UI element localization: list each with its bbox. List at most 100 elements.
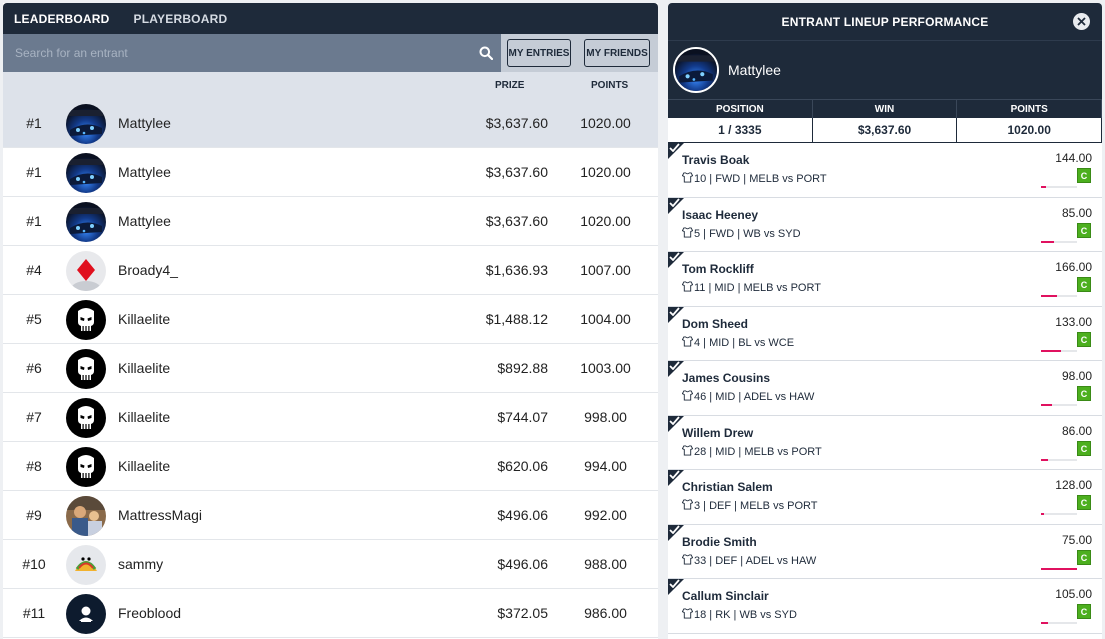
score-progress-fill — [1041, 349, 1061, 352]
entry-prize: $496.06 — [497, 507, 548, 523]
check-icon — [668, 524, 684, 541]
panel-title: ENTRANT LINEUP PERFORMANCE — [781, 14, 989, 29]
player-info: 5 | FWD | WB vs SYD — [681, 226, 801, 241]
entrant-name: Killaelite — [118, 458, 171, 474]
entry-points: 998.00 — [584, 409, 627, 425]
player-name: Brodie Smith — [682, 534, 757, 549]
avatar — [66, 447, 106, 487]
player-list: Travis Boak 10 | FWD | MELB vs PORT 144.00… — [668, 143, 1102, 634]
my-friends-button[interactable]: MY FRIENDS — [584, 39, 650, 67]
player-name: Christian Salem — [682, 480, 773, 494]
player-row[interactable]: Brodie Smith 33 | DEF | ADEL vs HAW 75.00 C — [668, 524, 1102, 579]
score-progress-bar — [1041, 513, 1077, 515]
entry-prize: $3,637.60 — [485, 115, 548, 131]
player-row[interactable]: Christian Salem 3 | DEF | MELB vs PORT 128… — [668, 470, 1102, 525]
player-row[interactable]: Isaac Heeney 5 | FWD | WB vs SYD 85.00 C — [668, 197, 1102, 252]
entry-prize: $496.06 — [497, 556, 548, 572]
player-details: 4 | MID | BL vs WCE — [694, 336, 795, 349]
entrant-name: Killaelite — [118, 360, 171, 376]
player-info: 33 | DEF | ADEL vs HAW — [681, 553, 816, 568]
search-input[interactable] — [3, 34, 471, 72]
player-row[interactable]: Tom Rockliff 11 | MID | MELB vs PORT 166.0… — [668, 252, 1102, 307]
player-details: 28 | MID | MELB vs PORT — [694, 445, 822, 458]
player-points: 166.00 — [1055, 260, 1092, 274]
jersey-icon — [681, 553, 694, 568]
points-label: POINTS — [957, 100, 1102, 118]
player-name: Willem Drew — [682, 425, 754, 440]
avatar — [66, 398, 106, 438]
leaderboard-row[interactable]: #6 Killaelite $892.88 1003.00 — [3, 344, 658, 393]
player-row[interactable]: Willem Drew 28 | MID | MELB vs PORT 86.00 C — [668, 415, 1102, 470]
score-progress-fill — [1041, 404, 1052, 406]
player-row[interactable]: Callum Sinclair 18 | RK | WB vs SYD 105.00… — [668, 579, 1102, 634]
score-progress-fill — [1041, 513, 1044, 515]
score-progress-bar — [1041, 186, 1077, 188]
captain-badge: C — [1077, 168, 1091, 183]
player-name: Travis Boak — [682, 153, 750, 167]
player-row[interactable]: Travis Boak 10 | FWD | MELB vs PORT 144.00… — [668, 143, 1102, 198]
search-icon[interactable] — [471, 34, 501, 72]
player-details: 5 | FWD | WB vs SYD — [694, 227, 801, 240]
leaderboard-row[interactable]: #1 Mattylee $3,637.60 1020.00 — [3, 197, 658, 246]
entry-points: 1007.00 — [580, 262, 631, 278]
entry-points: 1003.00 — [580, 360, 631, 376]
entrant-name: Mattylee — [728, 62, 781, 78]
close-icon[interactable] — [1073, 13, 1090, 30]
entrant-name: Mattylee — [118, 115, 171, 131]
leaderboard-row[interactable]: #9 MattressMagi $496.06 992.00 — [3, 491, 658, 540]
jersey-icon — [681, 444, 694, 459]
lineup-panel: ENTRANT LINEUP PERFORMANCE Mattylee POSI… — [668, 3, 1102, 639]
score-progress-fill — [1041, 295, 1058, 297]
entry-rank: #10 — [22, 556, 46, 572]
leaderboard-row[interactable]: #4 Broady4_ $1,636.93 1007.00 — [3, 246, 658, 295]
prize-header: PRIZE — [495, 80, 525, 91]
my-entries-button[interactable]: MY ENTRIES — [507, 39, 571, 67]
tab-playerboard[interactable]: PLAYERBOARD — [133, 11, 228, 26]
player-points: 133.00 — [1055, 314, 1092, 329]
player-info: 46 | MID | ADEL vs HAW — [681, 390, 815, 404]
entry-rank: #11 — [22, 605, 46, 621]
leaderboard-row[interactable]: #11 Freoblood $372.05 986.00 — [3, 589, 658, 638]
jersey-icon — [681, 226, 694, 241]
captain-badge: C — [1077, 549, 1091, 565]
player-info: 18 | RK | WB vs SYD — [681, 608, 797, 622]
avatar — [66, 594, 106, 634]
jersey-icon — [681, 499, 694, 513]
avatar — [66, 153, 106, 193]
entry-prize: $1,636.93 — [485, 262, 548, 278]
score-progress-bar — [1041, 349, 1077, 352]
score-progress-bar — [1041, 295, 1077, 297]
check-icon — [668, 143, 684, 159]
player-points: 128.00 — [1055, 478, 1092, 492]
player-points: 105.00 — [1055, 587, 1092, 601]
leaderboard-row[interactable]: #10 sammy $496.06 988.00 — [3, 540, 658, 589]
player-row[interactable]: Dom Sheed 4 | MID | BL vs WCE 133.00 C — [668, 306, 1102, 361]
player-row[interactable]: James Cousins 46 | MID | ADEL vs HAW 98.00… — [668, 361, 1102, 416]
avatar — [66, 251, 106, 291]
entrant-name: Freoblood — [118, 605, 182, 621]
jersey-icon — [681, 335, 694, 350]
entrant-name: Mattylee — [118, 213, 171, 229]
score-progress-bar — [1041, 404, 1077, 406]
entry-points: 1020.00 — [580, 213, 631, 229]
leaderboard-row[interactable]: #7 Killaelite $744.07 998.00 — [3, 393, 658, 442]
player-points: 86.00 — [1061, 423, 1092, 438]
player-name: Callum Sinclair — [682, 589, 769, 603]
check-icon — [668, 252, 684, 268]
leaderboard-row[interactable]: #1 Mattylee $3,637.60 1020.00 — [3, 99, 658, 148]
player-details: 11 | MID | MELB vs PORT — [694, 282, 821, 294]
player-name: Tom Rockliff — [682, 262, 754, 276]
leaderboard-row[interactable]: #1 Mattylee $3,637.60 1020.00 — [3, 148, 658, 197]
score-progress-fill — [1041, 622, 1049, 624]
entry-points: 986.00 — [584, 605, 627, 621]
leaderboard-row[interactable]: #8 Killaelite $620.06 994.00 — [3, 442, 658, 491]
points-value: 1020.00 — [957, 118, 1102, 142]
tab-leaderboard[interactable]: LEADERBOARD — [14, 11, 110, 26]
entrant-name: sammy — [118, 556, 164, 572]
player-name: Isaac Heeney — [682, 207, 759, 222]
leaderboard-row[interactable]: #5 Killaelite $1,488.12 1004.00 — [3, 295, 658, 344]
entry-rank: #8 — [26, 458, 42, 474]
player-points: 75.00 — [1061, 532, 1092, 547]
entry-rank: #7 — [26, 409, 42, 425]
player-details: 46 | MID | ADEL vs HAW — [694, 391, 815, 403]
